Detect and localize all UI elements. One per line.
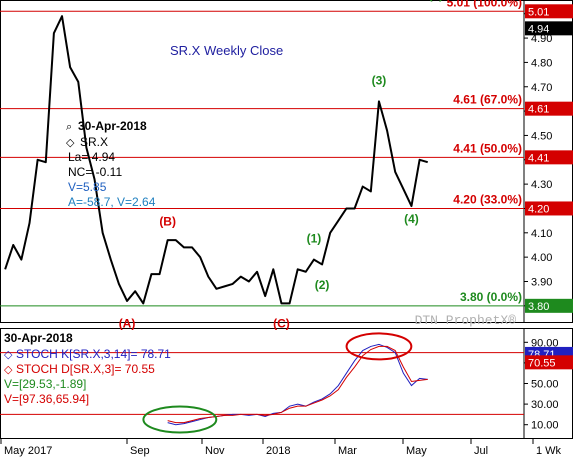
- retracement-label: 4.61 (67.0%): [453, 93, 522, 107]
- price-tick-label: 4.80: [531, 57, 552, 69]
- magnifier-icon: ⌕: [66, 121, 72, 133]
- x-tick-label: 1 Wk: [536, 445, 562, 457]
- price-badge-label: 5.01: [528, 6, 549, 18]
- price-tick-label: 4.50: [531, 130, 552, 142]
- x-tick-label: Sep: [130, 445, 150, 457]
- stoch-legend-d: STOCH D[SR.X,3]= 70.55: [16, 362, 155, 376]
- highlight-ellipse: [142, 405, 218, 434]
- retracement-label: 4.41 (50.0%): [453, 141, 522, 155]
- retracement-label: 4.20 (33.0%): [453, 192, 522, 206]
- price-badge-label: 4.94: [528, 23, 549, 35]
- wave-label: (3): [372, 73, 387, 87]
- wave-label: (1): [307, 232, 322, 246]
- wave-label: (A): [119, 317, 136, 331]
- stoch-legend-v2: V=[97.36,65.94]: [4, 392, 89, 406]
- info-symbol: SR.X: [80, 135, 108, 149]
- diamond-icon: ◇: [4, 349, 13, 361]
- stoch-d-line: [167, 345, 428, 424]
- price-badge-label: 4.20: [528, 203, 549, 215]
- x-tick-label: Nov: [205, 445, 225, 457]
- wave-label: (2): [315, 278, 330, 292]
- stoch-tick-label: 10.00: [531, 420, 559, 432]
- price-badge-label: 4.41: [528, 152, 549, 164]
- price-tick-label: 4.30: [531, 179, 552, 191]
- price-badge: [525, 150, 573, 165]
- stoch-tick-label: 50.00: [531, 379, 559, 391]
- price-badge: [525, 298, 573, 313]
- wave-label: (4): [404, 212, 419, 226]
- x-tick-label: 2018: [266, 445, 290, 457]
- price-series-line: [4, 15, 429, 305]
- x-tick-label: Mar: [338, 445, 357, 457]
- price-badge-label: 3.80: [528, 301, 549, 313]
- diamond-icon: ◇: [66, 137, 75, 149]
- info-volume: V=5.85: [68, 180, 107, 194]
- stoch-badge-label: 70.55: [528, 357, 556, 369]
- highlight-ellipse: [345, 332, 413, 361]
- diamond-icon: ◇: [4, 364, 13, 376]
- price-tick-label: 4.10: [531, 228, 552, 240]
- retracement-label: 3.80 (0.0%): [460, 290, 522, 304]
- retracement-label: 5.01 (100.0%): [447, 0, 522, 9]
- x-tick-label: May 2017: [4, 445, 52, 457]
- price-tick-label: 4.00: [531, 252, 552, 264]
- info-date: 30-Apr-2018: [78, 119, 147, 133]
- stoch-legend-date: 30-Apr-2018: [4, 331, 73, 345]
- stoch-legend-v1: V=[29.53,-1.89]: [4, 377, 86, 391]
- price-badge: [525, 21, 573, 36]
- info-net-change: NC= -0.11: [68, 165, 122, 179]
- price-badge: [525, 201, 573, 216]
- stoch-k-line: [167, 343, 428, 426]
- price-tick-label: 4.70: [531, 82, 552, 94]
- price-badge-label: 4.61: [528, 104, 549, 116]
- stoch-badge: [525, 355, 573, 370]
- x-tick-label: May: [406, 445, 427, 457]
- stoch-tick-label: 30.00: [531, 399, 559, 411]
- stoch-tick-label: 90.00: [531, 337, 559, 349]
- wave-label: (C): [273, 317, 290, 331]
- price-badge: [525, 101, 573, 116]
- info-extra: A=-58.7, V=2.64: [68, 195, 156, 209]
- price-tick-label: 3.90: [531, 276, 552, 288]
- price-tick-label: 4.90: [531, 33, 552, 45]
- info-last: La= 4.94: [68, 150, 115, 164]
- stoch-legend-k: STOCH K[SR.X,3,14]= 78.71: [16, 347, 171, 361]
- wave-label: (5): [429, 0, 444, 2]
- wave-label: (B): [159, 215, 176, 229]
- chart-title: SR.X Weekly Close: [170, 43, 283, 58]
- x-tick-label: Jul: [474, 445, 488, 457]
- price-badge: [525, 4, 573, 19]
- watermark: DTN ProphetX®: [415, 313, 517, 328]
